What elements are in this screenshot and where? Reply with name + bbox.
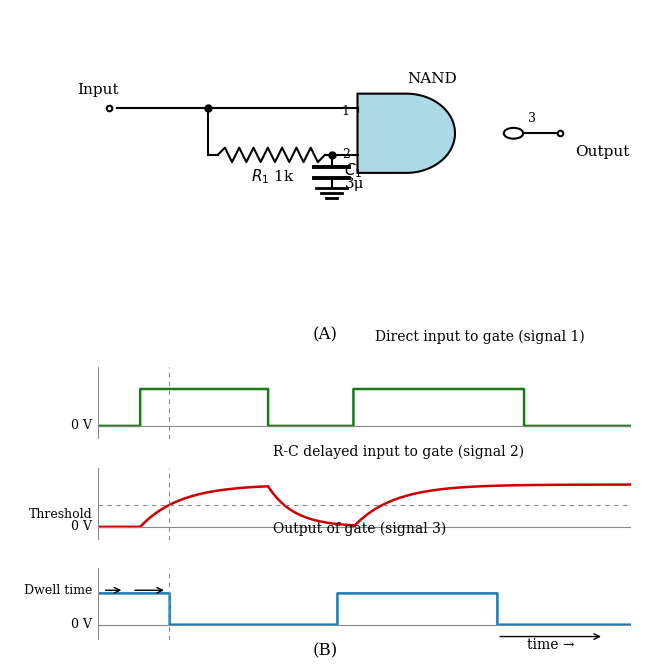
Text: 2: 2 — [342, 148, 350, 161]
Text: time →: time → — [526, 638, 575, 652]
Text: 0 V: 0 V — [71, 520, 92, 534]
Text: Direct input to gate (signal 1): Direct input to gate (signal 1) — [374, 329, 584, 344]
Text: 3μ: 3μ — [344, 177, 364, 191]
Text: 3: 3 — [528, 112, 536, 125]
Text: NAND: NAND — [408, 72, 457, 86]
Text: $R_1$ 1k: $R_1$ 1k — [251, 167, 295, 186]
Text: $C_1$: $C_1$ — [344, 161, 363, 180]
Text: Threshold: Threshold — [29, 508, 92, 522]
Text: (B): (B) — [313, 642, 337, 659]
Text: Output: Output — [575, 145, 630, 159]
Text: R-C delayed input to gate (signal 2): R-C delayed input to gate (signal 2) — [274, 445, 525, 459]
Text: Output of gate (signal 3): Output of gate (signal 3) — [274, 522, 447, 536]
Text: Input: Input — [77, 83, 118, 97]
Text: Dwell time: Dwell time — [24, 584, 92, 597]
Text: 1: 1 — [342, 105, 350, 118]
Polygon shape — [358, 93, 455, 173]
Text: 0 V: 0 V — [71, 618, 92, 631]
Text: 0 V: 0 V — [71, 420, 92, 432]
Text: (A): (A) — [313, 326, 337, 344]
